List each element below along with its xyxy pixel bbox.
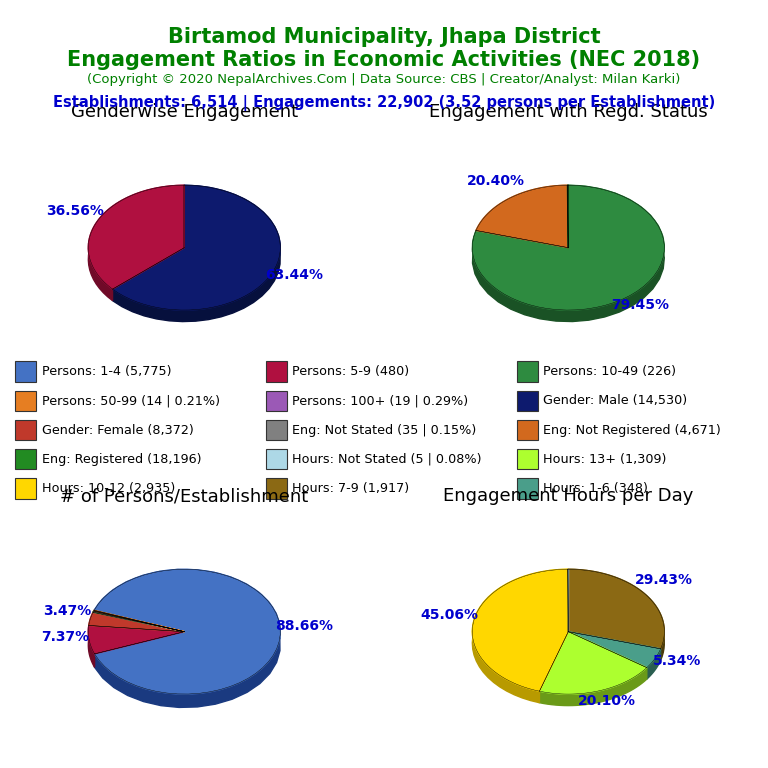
FancyBboxPatch shape [15,478,36,498]
Text: Persons: 50-99 (14 | 0.21%): Persons: 50-99 (14 | 0.21%) [41,395,220,407]
Polygon shape [476,185,568,242]
FancyBboxPatch shape [15,391,36,411]
FancyBboxPatch shape [266,420,287,440]
Polygon shape [89,612,184,631]
Polygon shape [472,569,568,691]
Polygon shape [476,185,568,247]
Polygon shape [472,185,664,322]
Polygon shape [568,569,664,660]
Polygon shape [94,611,184,631]
Text: Eng: Not Registered (4,671): Eng: Not Registered (4,671) [543,424,721,436]
Polygon shape [88,185,184,289]
Title: # of Persons/Establishment: # of Persons/Establishment [60,488,309,505]
Text: Gender: Male (14,530): Gender: Male (14,530) [543,395,687,407]
Polygon shape [113,185,280,322]
Polygon shape [88,625,184,654]
Text: Persons: 100+ (19 | 0.29%): Persons: 100+ (19 | 0.29%) [293,395,468,407]
FancyBboxPatch shape [517,391,538,411]
Text: Hours: 13+ (1,309): Hours: 13+ (1,309) [543,453,667,465]
Text: 36.56%: 36.56% [46,204,104,218]
FancyBboxPatch shape [517,420,538,440]
Polygon shape [94,569,280,707]
Polygon shape [88,185,184,300]
FancyBboxPatch shape [517,478,538,498]
Polygon shape [94,611,184,631]
Text: Hours: Not Stated (5 | 0.08%): Hours: Not Stated (5 | 0.08%) [293,453,482,465]
Text: Persons: 10-49 (226): Persons: 10-49 (226) [543,366,677,378]
Text: Hours: 7-9 (1,917): Hours: 7-9 (1,917) [293,482,409,495]
Text: 88.66%: 88.66% [275,619,333,634]
Polygon shape [113,185,280,310]
Text: 3.47%: 3.47% [43,604,91,617]
Polygon shape [568,631,660,667]
Polygon shape [472,569,568,703]
Text: 29.43%: 29.43% [635,573,693,587]
Text: Birtamod Municipality, Jhapa District: Birtamod Municipality, Jhapa District [167,27,601,47]
Text: 7.37%: 7.37% [41,630,89,644]
Title: Engagement with Regd. Status: Engagement with Regd. Status [429,104,707,121]
Text: Persons: 5-9 (480): Persons: 5-9 (480) [293,366,409,378]
Text: Engagement Ratios in Economic Activities (NEC 2018): Engagement Ratios in Economic Activities… [68,50,700,70]
FancyBboxPatch shape [517,362,538,382]
Text: Eng: Not Stated (35 | 0.15%): Eng: Not Stated (35 | 0.15%) [293,424,477,436]
FancyBboxPatch shape [266,362,287,382]
Polygon shape [88,625,94,667]
Text: 20.40%: 20.40% [467,174,525,188]
FancyBboxPatch shape [15,362,36,382]
Polygon shape [568,569,664,649]
Text: Gender: Female (8,372): Gender: Female (8,372) [41,424,194,436]
FancyBboxPatch shape [517,449,538,469]
Polygon shape [89,612,93,639]
Text: Persons: 1-4 (5,775): Persons: 1-4 (5,775) [41,366,171,378]
FancyBboxPatch shape [266,449,287,469]
FancyBboxPatch shape [266,478,287,498]
FancyBboxPatch shape [15,420,36,440]
Text: 45.06%: 45.06% [421,608,478,622]
Polygon shape [647,649,660,679]
Text: Hours: 10-12 (2,935): Hours: 10-12 (2,935) [41,482,175,495]
Polygon shape [539,631,647,694]
Polygon shape [539,667,647,706]
Title: Genderwise Engagement: Genderwise Engagement [71,104,298,121]
FancyBboxPatch shape [15,449,36,469]
Polygon shape [472,185,664,310]
Text: (Copyright © 2020 NepalArchives.Com | Data Source: CBS | Creator/Analyst: Milan : (Copyright © 2020 NepalArchives.Com | Da… [88,73,680,86]
FancyBboxPatch shape [266,391,287,411]
Polygon shape [94,569,280,694]
Text: 5.34%: 5.34% [652,654,700,667]
Text: Eng: Registered (18,196): Eng: Registered (18,196) [41,453,201,465]
Polygon shape [93,611,184,631]
Text: Hours: 1-6 (348): Hours: 1-6 (348) [543,482,648,495]
Text: 20.10%: 20.10% [578,694,636,708]
Text: 79.45%: 79.45% [611,298,670,312]
Text: 63.44%: 63.44% [265,268,323,282]
Text: Establishments: 6,514 | Engagements: 22,902 (3.52 persons per Establishment): Establishments: 6,514 | Engagements: 22,… [53,95,715,111]
Title: Engagement Hours per Day: Engagement Hours per Day [443,488,694,505]
